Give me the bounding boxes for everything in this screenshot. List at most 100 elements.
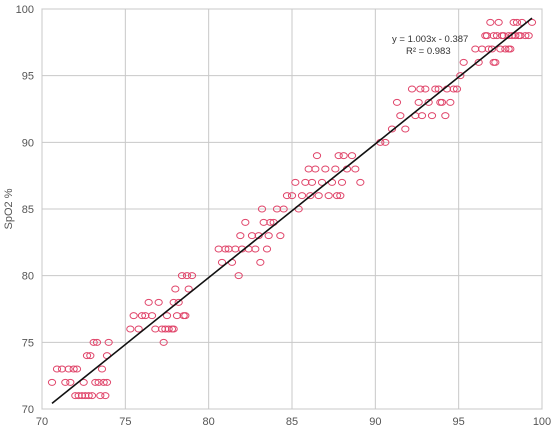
trendline — [51, 17, 533, 404]
data-point — [221, 245, 230, 253]
data-point — [474, 58, 483, 66]
data-point — [99, 378, 108, 386]
data-point — [251, 245, 260, 253]
data-point — [262, 245, 272, 253]
data-point — [306, 192, 315, 200]
data-point — [151, 325, 160, 333]
data-point — [496, 45, 505, 53]
data-point — [184, 285, 193, 293]
data-point — [356, 178, 365, 186]
data-point — [509, 18, 518, 26]
data-point — [236, 232, 245, 240]
data-points — [47, 18, 537, 400]
data-point — [527, 18, 537, 26]
y-tick-label: 85 — [22, 204, 34, 216]
data-point — [434, 85, 443, 93]
data-point — [241, 218, 250, 226]
data-point — [424, 98, 433, 106]
data-point — [511, 32, 520, 40]
x-tick-label: 80 — [203, 416, 215, 428]
data-point — [499, 32, 508, 40]
data-point — [147, 312, 157, 320]
data-point — [162, 312, 172, 320]
data-point — [324, 192, 333, 200]
data-point — [449, 85, 458, 93]
data-point — [174, 298, 183, 306]
data-point — [339, 152, 348, 160]
y-tick-labels: 70 75 80 85 90 95 100 — [16, 4, 34, 416]
data-point — [259, 218, 268, 226]
data-point — [64, 365, 73, 373]
data-point — [351, 165, 360, 173]
data-point — [154, 298, 163, 306]
data-point — [57, 365, 67, 373]
data-point — [427, 112, 437, 120]
data-point — [279, 205, 288, 213]
data-point — [129, 312, 138, 320]
data-point — [86, 352, 95, 360]
data-point — [311, 165, 320, 173]
data-point — [87, 392, 97, 400]
y-tick-label: 75 — [22, 337, 34, 349]
data-point — [74, 392, 83, 400]
data-point — [256, 258, 265, 266]
data-point — [141, 312, 150, 320]
data-point — [521, 32, 530, 40]
data-point — [92, 338, 102, 346]
data-point — [104, 338, 113, 346]
data-point — [487, 45, 497, 53]
data-point — [172, 312, 182, 320]
data-point — [52, 365, 62, 373]
data-point — [164, 325, 173, 333]
gridlines — [41, 8, 543, 410]
y-tick-label: 70 — [22, 404, 34, 416]
data-point — [407, 85, 417, 93]
data-point — [72, 365, 82, 373]
data-point — [416, 85, 425, 93]
data-point — [69, 365, 78, 373]
data-point — [304, 165, 313, 173]
data-point — [524, 32, 533, 40]
x-tick-label: 70 — [36, 416, 48, 428]
data-point — [71, 392, 80, 400]
data-point — [97, 365, 107, 373]
data-point — [387, 125, 397, 133]
data-point — [347, 152, 357, 160]
x-tick-label: 90 — [369, 416, 381, 428]
data-point — [61, 378, 70, 386]
data-point — [272, 205, 282, 213]
data-point — [331, 165, 340, 173]
data-point — [446, 98, 455, 106]
data-point — [126, 325, 135, 333]
y-tick-label: 80 — [22, 271, 34, 283]
data-point — [182, 272, 192, 280]
data-point — [501, 45, 510, 53]
data-point — [431, 85, 440, 93]
data-point — [144, 298, 153, 306]
data-point — [89, 338, 98, 346]
data-point — [66, 378, 75, 386]
data-point — [159, 338, 168, 346]
data-point — [417, 112, 427, 120]
data-point — [297, 192, 307, 200]
data-point — [79, 378, 88, 386]
x-tick-label: 85 — [286, 416, 298, 428]
data-point — [161, 325, 170, 333]
x-tick-label: 95 — [453, 416, 465, 428]
data-point — [436, 98, 445, 106]
data-point — [169, 325, 178, 333]
data-point — [441, 112, 450, 120]
data-point — [482, 32, 492, 40]
data-point — [91, 378, 100, 386]
data-point — [234, 272, 243, 280]
data-point — [96, 392, 105, 400]
data-point — [321, 165, 330, 173]
data-point — [504, 32, 513, 40]
data-point — [332, 192, 342, 200]
data-point — [276, 232, 285, 240]
data-point — [82, 352, 92, 360]
data-point — [314, 192, 323, 200]
data-point — [257, 205, 267, 213]
data-point — [187, 272, 197, 280]
data-point — [392, 98, 402, 106]
